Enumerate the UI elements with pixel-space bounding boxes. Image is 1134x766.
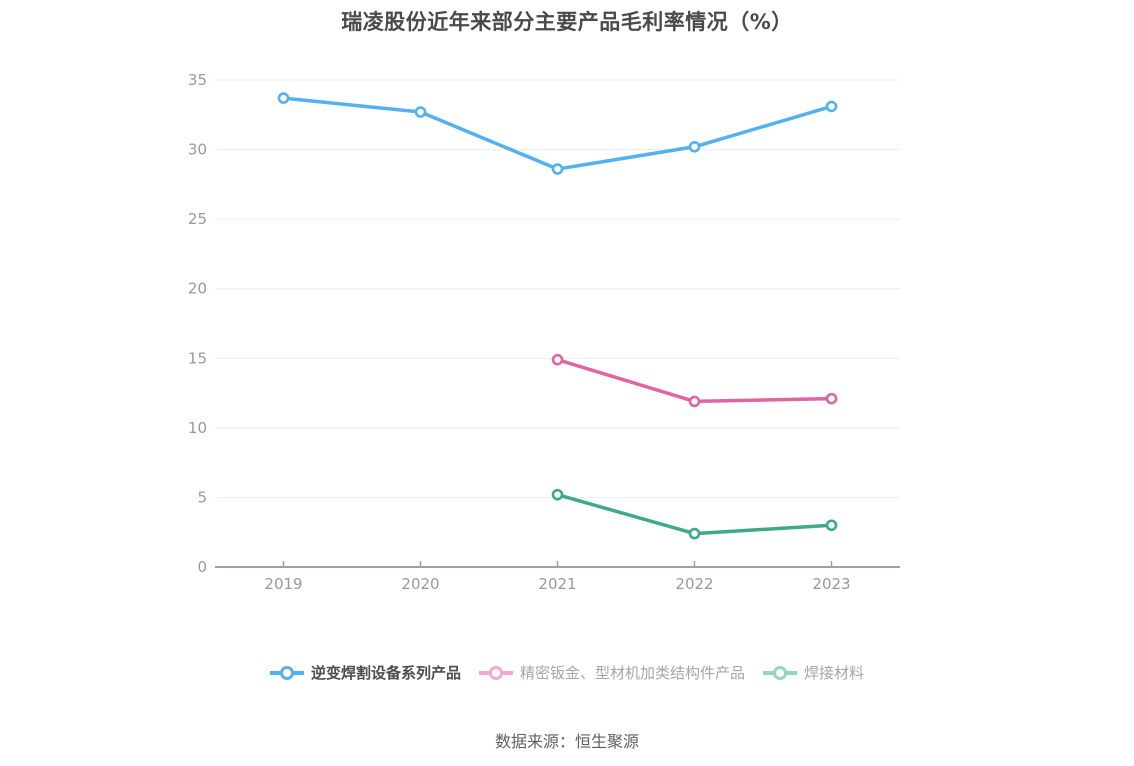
y-axis-tick-label: 15 xyxy=(188,349,207,367)
y-axis-tick-label: 0 xyxy=(197,558,207,576)
data-point-marker xyxy=(551,353,564,366)
chart-title: 瑞凌股份近年来部分主要产品毛利率情况（%） xyxy=(341,10,793,34)
legend-label: 精密钣金、型材机加类结构件产品 xyxy=(519,664,745,682)
legend-item-inverter-welding-products[interactable]: 逆变焊割设备系列产品 xyxy=(269,662,461,683)
data-point-marker xyxy=(688,395,701,408)
y-axis-tick-label: 20 xyxy=(188,280,207,298)
y-axis-tick-label: 5 xyxy=(197,488,207,506)
x-axis-tick-label: 2023 xyxy=(812,575,850,593)
data-point-marker xyxy=(551,163,564,175)
series-line xyxy=(555,357,834,404)
y-axis-tick-label: 35 xyxy=(188,71,207,89)
y-axis-tick-label: 25 xyxy=(188,210,207,228)
x-axis-tick-label: 2020 xyxy=(401,575,439,593)
legend-marker-line-icon xyxy=(763,665,797,680)
data-point-marker xyxy=(825,100,838,113)
data-point-marker xyxy=(414,106,427,118)
y-axis-tick-label: 10 xyxy=(188,419,207,437)
legend-marker-line-icon xyxy=(269,665,304,680)
legend-label: 逆变焊割设备系列产品 xyxy=(310,664,461,682)
legend-label: 焊接材料 xyxy=(804,664,865,682)
data-point-marker xyxy=(277,92,290,104)
legend-item-welding-materials[interactable]: 焊接材料 xyxy=(763,662,864,683)
data-point-marker xyxy=(688,140,701,153)
data-point-marker xyxy=(551,488,564,501)
data-point-marker xyxy=(688,527,701,540)
data-point-marker xyxy=(825,392,838,405)
series-line xyxy=(555,492,834,536)
legend-item-precision-sheet-metal-products[interactable]: 精密钣金、型材机加类结构件产品 xyxy=(478,662,745,683)
data-point-marker xyxy=(825,519,838,532)
x-axis-tick-label: 2021 xyxy=(538,575,576,593)
series-line xyxy=(281,96,834,171)
chart-legend: 逆变焊割设备系列产品 精密钣金、型材机加类结构件产品 焊接材料 xyxy=(0,662,1134,683)
x-axis-tick-label: 2019 xyxy=(264,575,302,593)
y-axis-tick-label: 30 xyxy=(188,141,207,159)
legend-marker-line-icon xyxy=(478,665,513,680)
x-axis-tick-label: 2022 xyxy=(675,575,713,593)
data-source-note: 数据来源：恒生聚源 xyxy=(494,732,639,751)
